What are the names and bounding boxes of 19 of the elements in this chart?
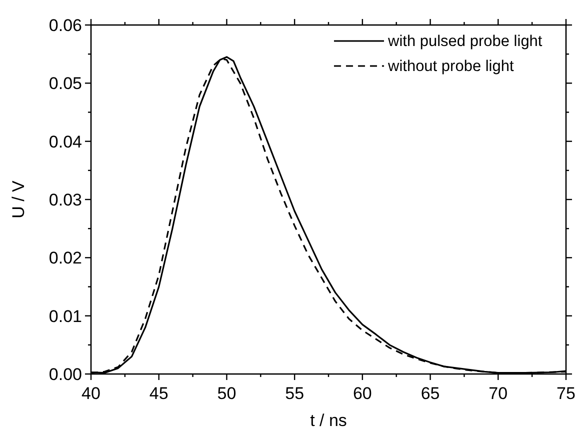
legend-label: with pulsed probe light bbox=[387, 33, 543, 50]
x-tick-label: 65 bbox=[420, 384, 440, 403]
x-axis-title: t / ns bbox=[310, 411, 347, 430]
x-tick-label: 55 bbox=[285, 384, 304, 403]
y-tick-label: 0.02 bbox=[48, 248, 82, 268]
y-tick-label: 0.03 bbox=[48, 190, 82, 210]
y-tick-label: 0.06 bbox=[48, 16, 82, 35]
x-tick-label: 50 bbox=[217, 384, 236, 403]
legend-label: without probe light bbox=[387, 58, 514, 75]
x-tick-label: 45 bbox=[149, 384, 168, 403]
y-tick-label: 0.00 bbox=[48, 365, 82, 384]
x-tick-label: 40 bbox=[82, 384, 100, 403]
y-axis-title: U / V bbox=[9, 180, 28, 218]
x-tick-label: 70 bbox=[488, 384, 508, 403]
y-tick-label: 0.01 bbox=[48, 306, 82, 326]
y-tick-label: 0.05 bbox=[48, 74, 82, 94]
y-tick-label: 0.04 bbox=[48, 132, 82, 152]
x-tick-label: 60 bbox=[352, 384, 372, 403]
x-tick-label: 75 bbox=[556, 384, 576, 403]
